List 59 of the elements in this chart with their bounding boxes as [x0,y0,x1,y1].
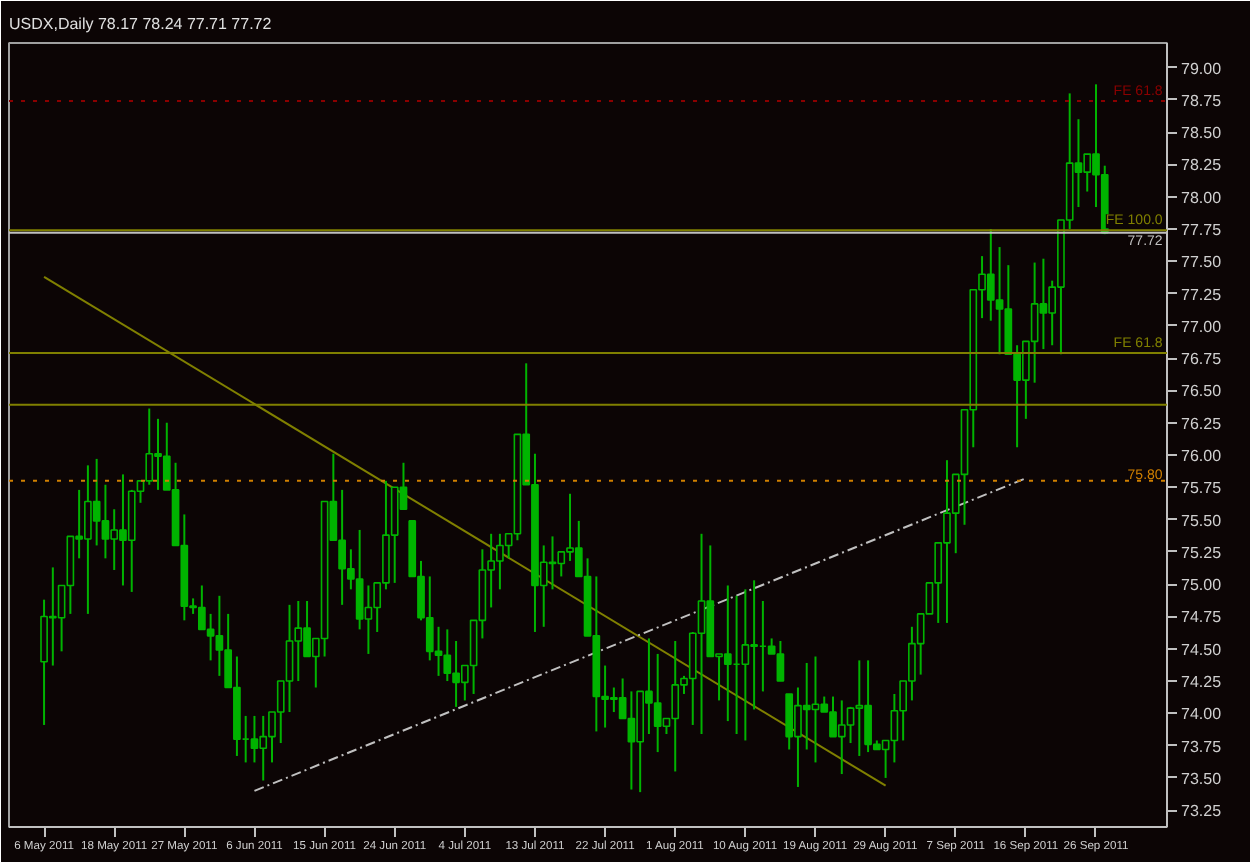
candlestick [855,659,864,757]
candlestick [259,714,268,782]
y-tick-label: 74.25 [1181,673,1223,692]
y-tick-label: 75.75 [1181,479,1223,498]
candlestick [285,603,294,714]
candlestick [811,655,820,764]
candlestick [837,699,846,776]
y-tick-label: 76.00 [1181,447,1223,466]
candlestick [627,690,636,791]
y-tick-label: 75.25 [1181,543,1223,562]
candlestick [101,483,110,560]
y-tick-label: 77.00 [1181,317,1223,336]
y-tick-label: 76.75 [1181,350,1223,369]
candlestick [1083,153,1092,193]
candlestick [48,566,57,667]
candlestick [986,227,995,322]
candlestick [548,535,557,591]
y-tick-label: 75.00 [1181,576,1223,595]
candlestick [653,652,662,754]
candlestick [671,640,680,773]
y-tick-label: 74.75 [1181,608,1223,627]
candlestick [846,705,855,745]
candlestick [785,692,794,751]
candlestick [741,588,750,742]
y-tick-label: 78.50 [1181,124,1223,143]
candlestick [425,575,434,662]
candlestick [110,508,119,571]
y-tick-label: 77.50 [1181,253,1223,272]
y-tick-label: 78.00 [1181,188,1223,207]
candlestick [609,686,618,714]
candlestick [197,584,206,631]
candlestick [206,612,215,662]
candlestick [364,584,373,655]
y-tick-label: 73.75 [1181,737,1223,756]
y-tick-label: 79.00 [1181,59,1223,78]
y-tick-label: 76.50 [1181,382,1223,401]
candlestick [443,628,452,683]
candlestick [250,714,259,764]
candlestick [802,661,811,751]
y-tick-label: 74.00 [1181,705,1223,724]
y-tick-label: 74.50 [1181,640,1223,659]
y-tick-label: 78.75 [1181,91,1223,110]
y-tick-label: 73.25 [1181,802,1223,821]
candlestick [390,486,399,584]
candlestick [145,407,154,486]
y-tick-label: 75.50 [1181,511,1223,530]
chart-title: USDX,Daily 78.17 78.24 77.71 77.72 [9,15,273,33]
y-tick-label: 73.50 [1181,769,1223,788]
candlestick [697,532,706,735]
candlestick [776,640,785,683]
candlestick [1039,257,1048,351]
candlestick [995,246,1004,356]
candlestick [557,550,566,578]
y-tick-label: 77.75 [1181,220,1223,239]
y-tick-label: 78.25 [1181,156,1223,175]
y-tick-label: 76.25 [1181,414,1223,433]
candlestick [1030,261,1039,384]
y-tick-label: 77.25 [1181,285,1223,304]
candlestick [723,584,732,723]
